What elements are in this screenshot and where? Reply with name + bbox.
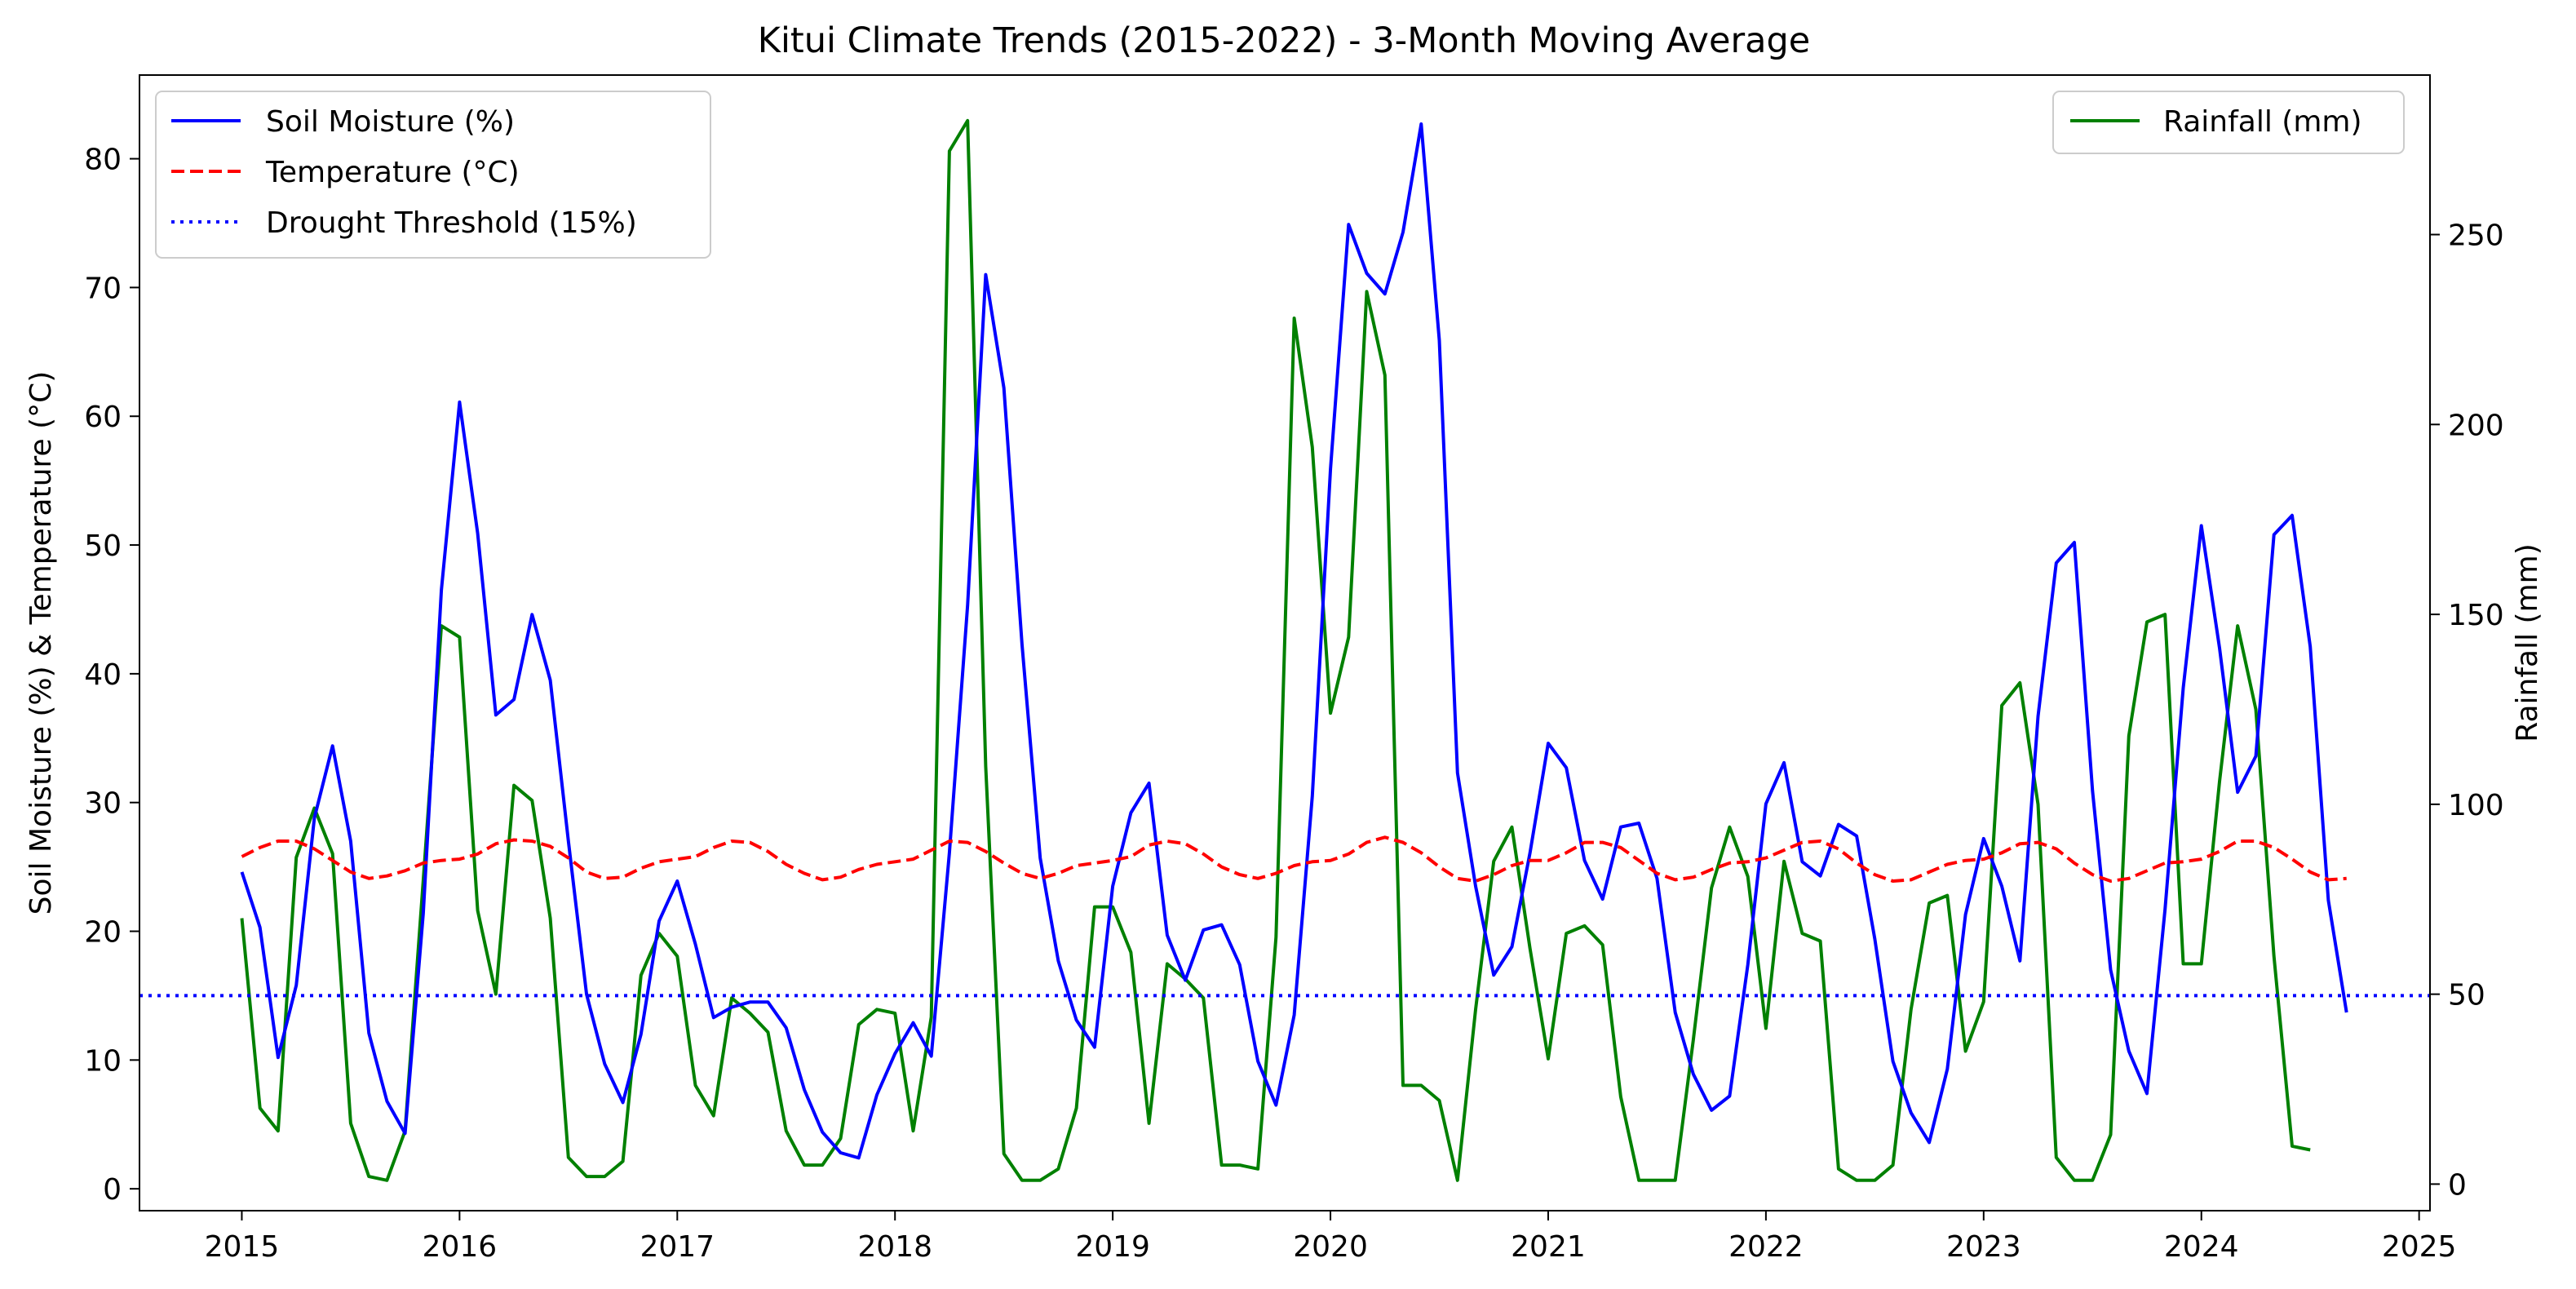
x-tick-label: 2017 [640,1230,715,1264]
x-tick-label: 2021 [1511,1230,1586,1264]
x-axis: 2015 2016 2017 2018 2019 2020 2021 2022 2023 2024… [205,1211,2457,1264]
y-left-tick-label: 60 [84,401,122,434]
x-tick-label: 2022 [1728,1230,1804,1264]
legend-label-soil-moisture: Soil Moisture (%) [266,105,515,139]
x-tick-label: 2015 [205,1230,280,1264]
legend-left: Soil Moisture (%) Temperature (°C) Droug… [155,91,711,259]
legend-label-drought-threshold: Drought Threshold (15%) [266,206,637,240]
y-axis-right: 0 50 100 150 200 250 [2430,219,2504,1202]
y-left-tick-label: 40 [84,658,122,692]
series-line-rainfall-mm [240,118,2311,1182]
y-left-tick-label: 50 [84,529,122,563]
y-left-tick-label: 10 [84,1044,122,1078]
x-tick-label: 2019 [1075,1230,1150,1264]
y-left-tick-label: 70 [84,272,122,305]
plot-frame [139,74,2431,1211]
x-tick-label: 2020 [1293,1230,1368,1264]
y-axis-right-title: Rainfall (mm) [2511,543,2544,742]
y-left-tick-label: 0 [103,1173,122,1207]
series-line-temperature-c [241,835,2347,883]
x-tick-label: 2024 [2164,1230,2239,1264]
y-left-tick-label: 80 [84,144,122,177]
y-right-tick-label: 250 [2448,219,2504,253]
y-right-tick-label: 200 [2448,409,2504,442]
x-tick-label: 2023 [1946,1230,2021,1264]
x-tick-label: 2018 [857,1230,932,1264]
legend-label-rainfall: Rainfall (mm) [2163,105,2362,139]
legend-right-box [2052,91,2405,154]
legend-label-temperature: Temperature (°C) [265,156,520,189]
legend-right: Rainfall (mm) [2052,91,2405,154]
legend-left-box [155,91,711,259]
y-right-tick-label: 0 [2448,1168,2467,1202]
series-lines [139,118,2430,1182]
y-left-tick-label: 20 [84,916,122,950]
x-tick-label: 2016 [423,1230,498,1264]
y-axis-left-title: Soil Moisture (%) & Temperature (°C) [24,371,58,915]
y-right-tick-label: 100 [2448,789,2504,822]
y-axis-left: 0 10 20 30 40 50 60 70 80 [84,144,139,1207]
series-line-soil-moisture [240,122,2348,1160]
x-tick-label: 2025 [2382,1230,2457,1264]
y-left-tick-label: 30 [84,787,122,821]
y-right-tick-label: 150 [2448,599,2504,632]
y-right-tick-label: 50 [2448,979,2485,1012]
chart-title: Kitui Climate Trends (2015-2022) - 3-Mon… [758,20,1810,61]
